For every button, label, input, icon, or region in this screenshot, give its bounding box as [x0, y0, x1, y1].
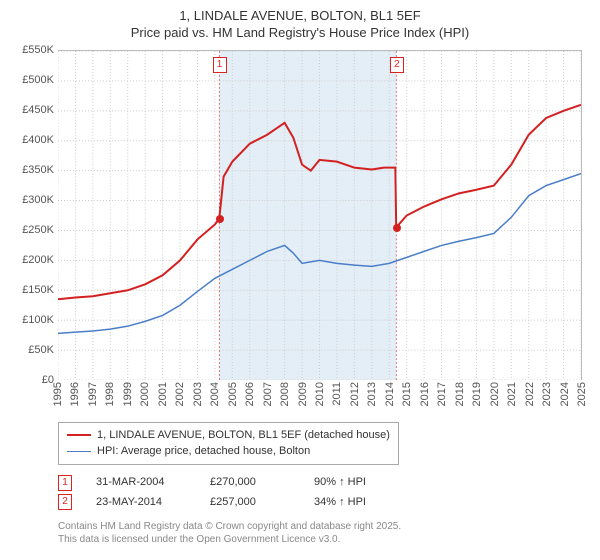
y-tick-label: £550K	[22, 44, 54, 56]
footer-line2: This data is licensed under the Open Gov…	[58, 534, 340, 545]
tx-price-1: £270,000	[210, 473, 290, 493]
x-tick-label: 2013	[366, 382, 378, 406]
transaction-row: 1 31-MAR-2004 £270,000 90% ↑ HPI	[58, 473, 590, 493]
legend-swatch-2	[67, 451, 91, 452]
x-tick-label: 2008	[279, 382, 291, 406]
tx-delta-1: 90% ↑ HPI	[314, 473, 366, 493]
title-line2: Price paid vs. HM Land Registry's House …	[131, 25, 469, 40]
x-tick-label: 2003	[192, 382, 204, 406]
x-tick-label: 2021	[506, 382, 518, 406]
x-tick-label: 1995	[52, 382, 64, 406]
x-tick-label: 2004	[209, 382, 221, 406]
x-tick-label: 2001	[157, 382, 169, 406]
x-tick-label: 2018	[454, 382, 466, 406]
x-tick-label: 2020	[489, 382, 501, 406]
y-tick-label: £400K	[22, 134, 54, 146]
legend-row-series1: 1, LINDALE AVENUE, BOLTON, BL1 5EF (deta…	[67, 427, 390, 444]
marker-badge-1: 1	[213, 57, 227, 73]
transactions-block: 1 31-MAR-2004 £270,000 90% ↑ HPI 2 23-MA…	[58, 473, 590, 513]
x-tick-label: 2017	[436, 382, 448, 406]
legend-swatch-1	[67, 434, 91, 436]
legend-box: 1, LINDALE AVENUE, BOLTON, BL1 5EF (deta…	[58, 422, 399, 465]
footer-attribution: Contains HM Land Registry data © Crown c…	[58, 520, 590, 546]
y-tick-label: £500K	[22, 74, 54, 86]
y-tick-label: £450K	[22, 104, 54, 116]
tx-badge-1: 1	[58, 475, 72, 491]
marker-dot-1	[216, 215, 224, 223]
y-tick-label: £300K	[22, 194, 54, 206]
container: 1, LINDALE AVENUE, BOLTON, BL1 5EF Price…	[0, 0, 600, 560]
x-tick-label: 2002	[174, 382, 186, 406]
x-tick-label: 2014	[384, 382, 396, 406]
y-tick-label: £100K	[22, 314, 54, 326]
y-tick-label: £350K	[22, 164, 54, 176]
transaction-row: 2 23-MAY-2014 £257,000 34% ↑ HPI	[58, 493, 590, 513]
marker-badge-2: 2	[390, 57, 404, 73]
x-tick-label: 2015	[401, 382, 413, 406]
x-tick-label: 2011	[331, 382, 343, 406]
legend-row-series2: HPI: Average price, detached house, Bolt…	[67, 443, 390, 460]
x-tick-label: 2024	[559, 382, 571, 406]
legend-label-1: 1, LINDALE AVENUE, BOLTON, BL1 5EF (deta…	[97, 427, 390, 444]
y-tick-label: £200K	[22, 254, 54, 266]
x-tick-label: 1998	[104, 382, 116, 406]
plot-region: 12	[58, 50, 582, 380]
chart-area: 12 £0£50K£100K£150K£200K£250K£300K£350K£…	[10, 46, 590, 416]
legend-label-2: HPI: Average price, detached house, Bolt…	[97, 443, 310, 460]
chart-title: 1, LINDALE AVENUE, BOLTON, BL1 5EF Price…	[10, 8, 590, 42]
tx-badge-2: 2	[58, 494, 72, 510]
x-tick-label: 2025	[576, 382, 588, 406]
x-tick-label: 1999	[122, 382, 134, 406]
x-tick-label: 2009	[297, 382, 309, 406]
tx-date-1: 31-MAR-2004	[96, 473, 186, 493]
x-tick-label: 2022	[524, 382, 536, 406]
x-tick-label: 2006	[244, 382, 256, 406]
x-tick-label: 2019	[471, 382, 483, 406]
x-tick-label: 2007	[262, 382, 274, 406]
x-tick-label: 2010	[314, 382, 326, 406]
title-line1: 1, LINDALE AVENUE, BOLTON, BL1 5EF	[179, 8, 420, 23]
x-tick-label: 2016	[419, 382, 431, 406]
x-tick-label: 1996	[69, 382, 81, 406]
marker-dot-2	[393, 224, 401, 232]
x-tick-label: 2000	[139, 382, 151, 406]
y-tick-label: £150K	[22, 284, 54, 296]
tx-delta-2: 34% ↑ HPI	[314, 493, 366, 513]
tx-date-2: 23-MAY-2014	[96, 493, 186, 513]
y-tick-label: £250K	[22, 224, 54, 236]
tx-price-2: £257,000	[210, 493, 290, 513]
x-tick-label: 1997	[87, 382, 99, 406]
x-tick-label: 2012	[349, 382, 361, 406]
y-tick-label: £50K	[28, 344, 54, 356]
x-tick-label: 2005	[227, 382, 239, 406]
chart-svg	[58, 51, 581, 380]
x-tick-label: 2023	[541, 382, 553, 406]
footer-line1: Contains HM Land Registry data © Crown c…	[58, 521, 401, 532]
